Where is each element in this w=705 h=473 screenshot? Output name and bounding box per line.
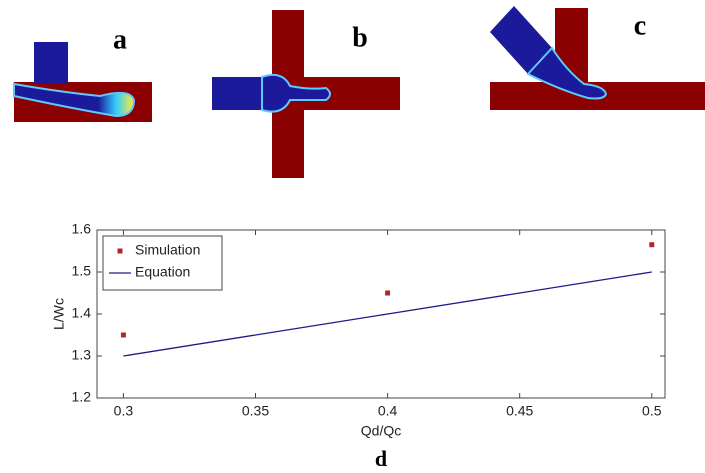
y-tick-label: 1.6 [72, 221, 92, 237]
legend-label: Simulation [135, 242, 200, 258]
simulation-c [490, 6, 705, 110]
panel-label: c [634, 10, 646, 41]
y-tick-label: 1.4 [72, 305, 92, 321]
panel-label: d [375, 446, 387, 471]
figure: a b c Qd/Qc L/Wc d 0.3 0.35 0.4 0.45 0.5 1.2 1… [0, 0, 705, 473]
legend-label: Equation [135, 264, 190, 280]
x-tick-label: 0.45 [506, 403, 533, 419]
x-tick-label: 0.4 [378, 403, 398, 419]
simulation-b [212, 10, 400, 178]
panel-label: a [113, 24, 127, 55]
x-tick-label: 0.35 [242, 403, 269, 419]
y-tick-label: 1.5 [72, 263, 92, 279]
x-tick-label: 0.5 [642, 403, 662, 419]
x-axis-label: Qd/Qc [361, 423, 401, 439]
y-axis-label: L/Wc [51, 298, 67, 330]
panel-label: b [352, 22, 368, 53]
data-point [649, 242, 654, 247]
data-point [121, 333, 126, 338]
legend-swatch [118, 249, 123, 254]
simulation-a [14, 42, 152, 122]
x-tick-label: 0.3 [114, 403, 134, 419]
data-point [385, 291, 390, 296]
y-tick-label: 1.3 [72, 347, 92, 363]
y-tick-label: 1.2 [72, 389, 92, 405]
